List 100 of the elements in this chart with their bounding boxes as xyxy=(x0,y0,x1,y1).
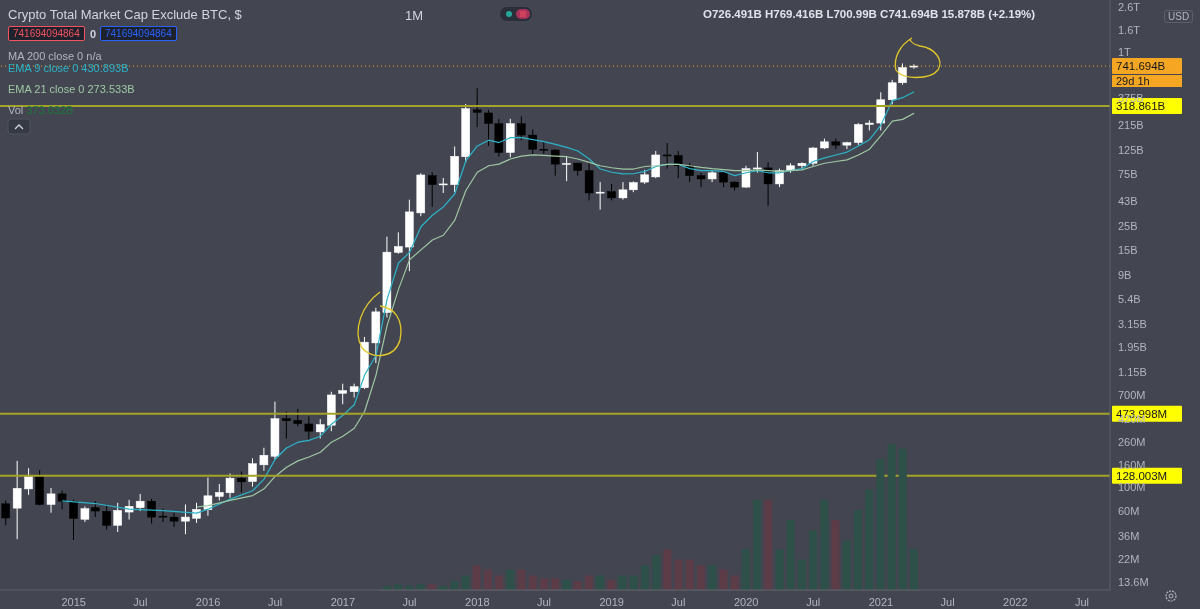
x-tick-label: 2019 xyxy=(599,595,624,608)
bar xyxy=(708,565,717,590)
y-tick-label: 700M xyxy=(1118,389,1146,402)
text: O726.491B H769.416B L700.99B C741.694B 15.878B (+2.19%) xyxy=(703,8,1036,20)
candlestick xyxy=(517,115,526,141)
candlestick xyxy=(24,467,33,496)
annotation: 1M xyxy=(405,8,424,23)
bar xyxy=(775,549,784,590)
bar xyxy=(854,509,863,590)
x-tick-label: Jul xyxy=(806,595,821,608)
y-tick-label: 75B xyxy=(1118,168,1138,181)
y-tick-label: 22M xyxy=(1118,552,1140,565)
bar xyxy=(596,575,605,590)
candlestick xyxy=(528,128,537,156)
bar xyxy=(787,520,796,590)
annotation: 0 xyxy=(90,28,97,40)
bar xyxy=(674,559,683,590)
text: EMA 21 close 0 273.533B xyxy=(8,83,135,97)
y-tick-label: 125B xyxy=(1118,144,1144,157)
bar xyxy=(540,578,549,590)
x-tick-label: Jul xyxy=(940,595,955,608)
candlestick xyxy=(147,498,156,525)
bar xyxy=(697,565,706,590)
line-series xyxy=(196,112,915,508)
annotation: Vol 373.032B xyxy=(8,104,74,116)
bar xyxy=(574,581,583,590)
bar xyxy=(506,569,515,590)
candlestick xyxy=(584,161,594,201)
bar xyxy=(753,499,762,590)
candlestick xyxy=(237,471,246,493)
y-tick-label: 2.6T xyxy=(1118,0,1141,13)
bar xyxy=(899,448,908,590)
bar xyxy=(518,569,527,590)
x-tick-label: Jul xyxy=(402,595,417,608)
y-tick-label: 60M xyxy=(1118,505,1140,518)
candlestick xyxy=(282,410,291,439)
bar xyxy=(731,575,740,590)
bar xyxy=(820,499,829,590)
bar xyxy=(809,530,818,590)
candlestick xyxy=(550,148,560,177)
y-tick-label: 15B xyxy=(1118,244,1138,257)
bar xyxy=(663,549,672,590)
bar xyxy=(618,575,627,590)
bar xyxy=(843,540,852,590)
bar xyxy=(473,565,482,590)
bar xyxy=(495,575,504,590)
candlestick xyxy=(316,418,325,439)
candlestick xyxy=(113,502,122,533)
text: Crypto Total Market Cap Exclude BTC, $ xyxy=(8,7,242,22)
candlestick xyxy=(673,150,683,179)
y-tick-label: 1.15B xyxy=(1118,365,1147,378)
candlestick xyxy=(12,460,22,540)
bar xyxy=(865,489,874,590)
candlestick xyxy=(181,503,190,535)
candlestick xyxy=(102,504,111,531)
bar xyxy=(831,520,840,590)
x-tick-label: 2017 xyxy=(330,595,356,608)
ref-line-label: 128.003M xyxy=(1116,469,1168,482)
bar xyxy=(450,581,459,590)
candlestick xyxy=(854,122,863,146)
candlestick xyxy=(562,156,571,182)
bar xyxy=(888,444,897,590)
y-tick-label: 5.4B xyxy=(1118,292,1141,305)
bar xyxy=(910,549,919,590)
candlestick xyxy=(304,415,314,440)
candlestick xyxy=(472,87,482,128)
bar xyxy=(484,569,493,590)
bar xyxy=(652,555,661,590)
y-tick-label: 1.95B xyxy=(1118,340,1147,353)
x-tick-label: Jul xyxy=(1074,595,1090,608)
x-tick-label: Jul xyxy=(133,595,148,608)
bar xyxy=(630,575,639,590)
y-tick-label: 3.15B xyxy=(1118,318,1147,331)
y-tick-label: 9B xyxy=(1118,268,1132,281)
bar xyxy=(551,578,560,590)
y-tick-label: 215B xyxy=(1118,118,1144,131)
annotation: 741694094864 xyxy=(100,26,177,41)
y-tick-label: 1T xyxy=(1118,45,1132,58)
text: EMA 9 close 0 430.893B xyxy=(8,62,130,76)
x-tick-label: Jul xyxy=(671,595,686,608)
candlestick xyxy=(427,171,437,208)
y-tick-label: 43B xyxy=(1118,194,1138,207)
candlestick xyxy=(662,142,672,170)
bar xyxy=(742,549,751,590)
y-tick-label: 100M xyxy=(1118,481,1146,494)
candlestick xyxy=(46,487,56,514)
y-tick-label: 260M xyxy=(1118,436,1146,449)
bar xyxy=(461,575,470,590)
y-tick-label: 25B xyxy=(1118,220,1138,233)
annotation: 741694094864 xyxy=(8,26,85,41)
x-tick-label: Jul xyxy=(268,595,283,608)
candlestick xyxy=(69,499,78,541)
candlestick xyxy=(1,500,10,526)
candlestick xyxy=(651,150,660,179)
text: 29d 1h xyxy=(1112,75,1182,87)
bar xyxy=(764,499,773,590)
x-tick-label: 2020 xyxy=(733,595,759,608)
candlestick xyxy=(753,151,762,174)
candlestick xyxy=(338,383,347,405)
y-tick-label: 13.6M xyxy=(1118,575,1149,588)
